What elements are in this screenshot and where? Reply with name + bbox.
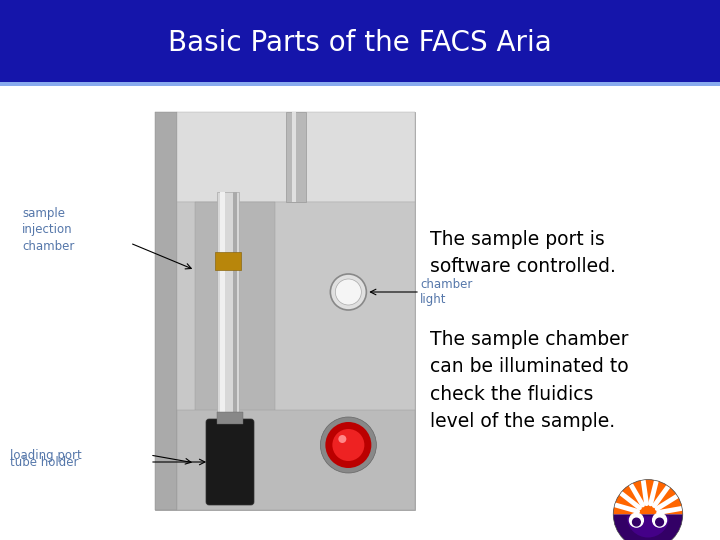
Circle shape (325, 422, 372, 468)
Bar (217, 192, 239, 460)
Bar (217, 412, 243, 424)
Text: sample
injection
chamber: sample injection chamber (22, 207, 74, 253)
Circle shape (629, 513, 644, 527)
Bar (177, 112, 415, 202)
Text: The sample chamber
can be illuminated to
check the fluidics
level of the sample.: The sample chamber can be illuminated to… (430, 330, 629, 431)
Circle shape (330, 274, 366, 310)
Circle shape (336, 279, 361, 305)
Bar (177, 410, 415, 510)
Wedge shape (613, 480, 683, 514)
Bar (155, 112, 415, 510)
Bar (292, 112, 296, 202)
Bar (177, 202, 415, 510)
Circle shape (320, 417, 377, 473)
FancyBboxPatch shape (206, 419, 254, 505)
Text: The sample port is
software controlled.: The sample port is software controlled. (430, 230, 616, 276)
Bar (0, 0, 720, 82)
Bar (220, 192, 225, 460)
Bar (195, 202, 275, 470)
Bar (233, 192, 237, 460)
Text: tube holder: tube holder (10, 456, 78, 469)
Bar (155, 112, 177, 510)
Text: Basic Parts of the FACS Aria: Basic Parts of the FACS Aria (168, 29, 552, 57)
Wedge shape (627, 516, 669, 537)
Text: chamber
light: chamber light (420, 278, 472, 307)
Bar (286, 112, 306, 202)
Bar (215, 252, 241, 270)
Circle shape (333, 429, 364, 461)
Circle shape (633, 518, 640, 526)
Wedge shape (613, 514, 683, 540)
Circle shape (652, 513, 667, 527)
Bar (0, 82, 720, 86)
Circle shape (338, 435, 346, 443)
Text: loading port: loading port (10, 449, 82, 462)
Circle shape (656, 518, 663, 526)
